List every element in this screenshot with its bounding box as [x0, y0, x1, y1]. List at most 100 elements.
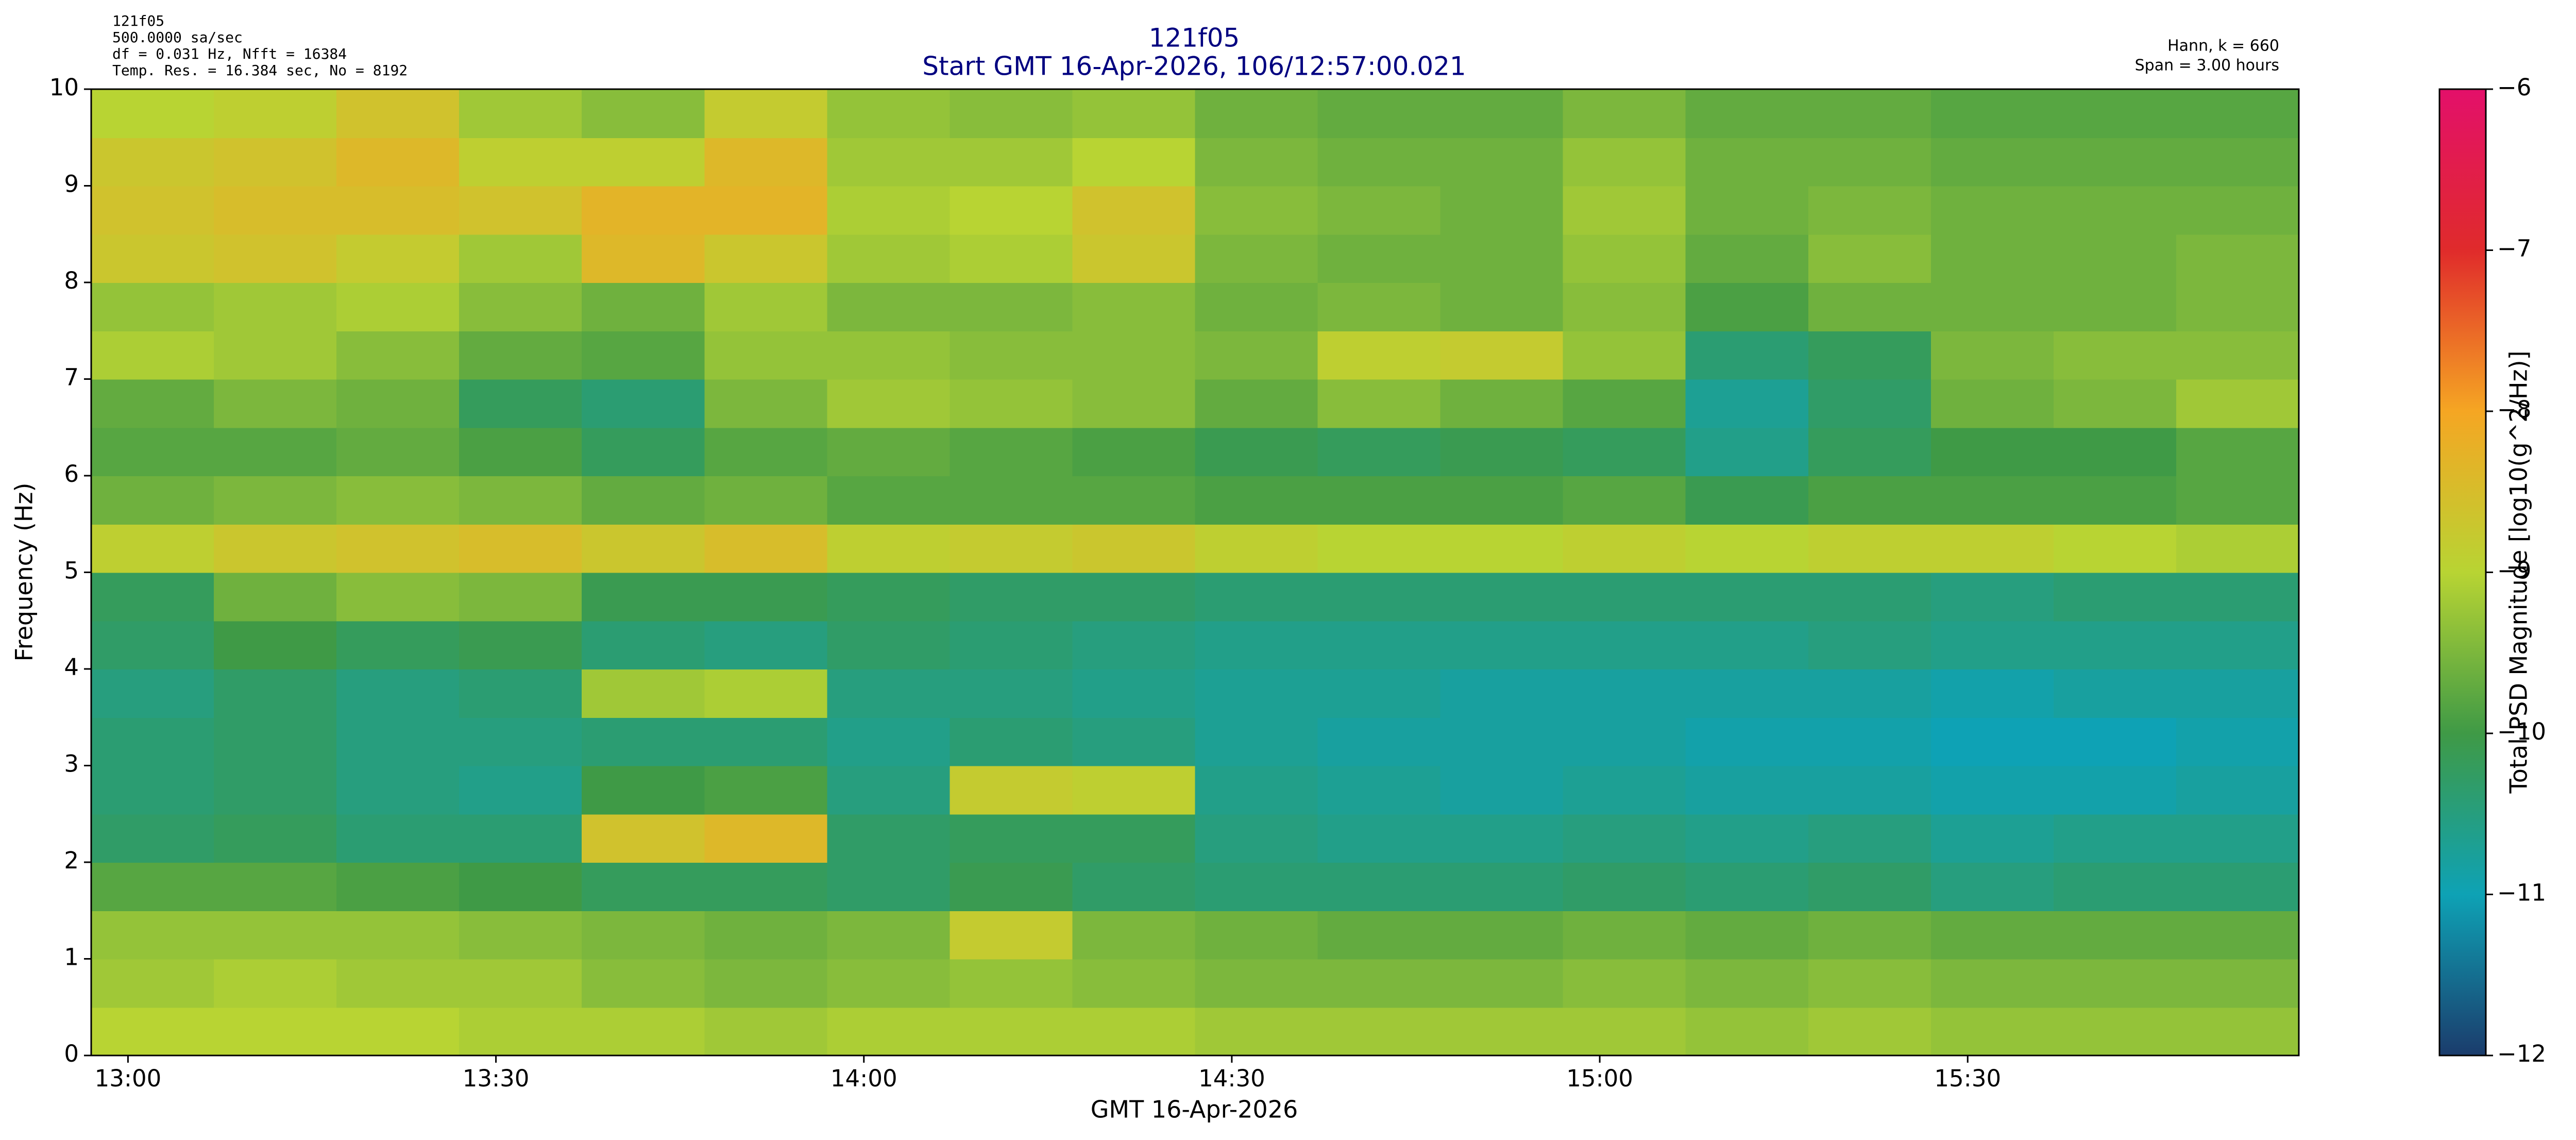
heatmap-cell	[827, 814, 951, 863]
heatmap-cell	[214, 379, 337, 428]
heatmap-cell	[1685, 186, 1809, 235]
heatmap-cell	[2176, 234, 2299, 283]
heatmap-cell	[2053, 959, 2177, 1008]
heatmap-cell	[1440, 621, 1564, 669]
heatmap-cell	[950, 524, 1073, 573]
heatmap-cell	[1072, 1007, 1196, 1056]
heatmap-cell	[1195, 765, 1318, 815]
heatmap-cell	[704, 137, 828, 187]
heatmap-cell	[704, 1007, 828, 1056]
heatmap-cell	[336, 524, 460, 573]
heatmap-cell	[704, 862, 828, 911]
heatmap-cell	[1563, 910, 1686, 960]
heatmap-cell	[459, 427, 583, 476]
heatmap-cell	[1317, 427, 1441, 476]
heatmap-cell	[2176, 910, 2299, 960]
heatmap-cell	[1563, 862, 1686, 911]
heatmap-cell	[1317, 1007, 1441, 1056]
heatmap-cell	[1563, 765, 1686, 815]
heatmap-cell	[336, 1007, 460, 1056]
heatmap-cell	[91, 282, 215, 331]
heatmap-cell	[582, 814, 705, 863]
heatmap-cell	[950, 234, 1073, 283]
heatmap-cell	[582, 717, 705, 766]
heatmap-cell	[582, 959, 705, 1008]
heatmap-cell	[1685, 282, 1809, 331]
heatmap-cell	[1072, 910, 1196, 960]
heatmap-cell	[1930, 765, 2054, 815]
header-left-line: 500.0000 sa/sec	[112, 29, 243, 46]
heatmap-cell	[1440, 137, 1564, 187]
heatmap-cell	[1195, 1007, 1318, 1056]
heatmap-cell	[1563, 717, 1686, 766]
heatmap-cell	[459, 186, 583, 235]
heatmap-cell	[2176, 814, 2299, 863]
heatmap-cell	[2176, 765, 2299, 815]
heatmap-cell	[1685, 427, 1809, 476]
heatmap-cell	[336, 89, 460, 138]
heatmap-cell	[1440, 572, 1564, 622]
heatmap-cell	[2053, 717, 2177, 766]
heatmap-cell	[582, 572, 705, 622]
heatmap-cell	[1195, 234, 1318, 283]
heatmap-cell	[336, 959, 460, 1008]
heatmap-cell	[1930, 669, 2054, 718]
heatmap-cell	[827, 379, 951, 428]
heatmap-cell	[336, 330, 460, 380]
heatmap-cell	[336, 621, 460, 669]
heatmap-cell	[1685, 959, 1809, 1008]
heatmap-cell	[1072, 524, 1196, 573]
heatmap-cell	[336, 476, 460, 525]
heatmap-cell	[827, 621, 951, 669]
heatmap-cell	[582, 379, 705, 428]
heatmap-cell	[827, 186, 951, 235]
y-tick-label: 10	[49, 74, 79, 101]
heatmap-cell	[91, 669, 215, 718]
heatmap-cell	[459, 476, 583, 525]
heatmap-cell	[1685, 910, 1809, 960]
heatmap-cell	[91, 186, 215, 235]
heatmap-cell	[950, 137, 1073, 187]
heatmap-cell	[1072, 862, 1196, 911]
heatmap-cell	[1440, 89, 1564, 138]
heatmap-cell	[1808, 89, 1931, 138]
heatmap-cell	[1072, 282, 1196, 331]
heatmap-cell	[214, 621, 337, 669]
heatmap-cell	[582, 862, 705, 911]
heatmap-cell	[1808, 814, 1931, 863]
colorbar	[2438, 88, 2487, 1057]
heatmap-cell	[1563, 137, 1686, 187]
heatmap-cell	[214, 234, 337, 283]
heatmap-cell	[1930, 137, 2054, 187]
heatmap-cell	[1195, 282, 1318, 331]
header-left-line: 121f05	[112, 12, 164, 29]
heatmap-cell	[2053, 524, 2177, 573]
heatmap-cell	[1808, 669, 1931, 718]
heatmap-cell	[1072, 572, 1196, 622]
heatmap-cell	[2176, 89, 2299, 138]
heatmap-cell	[2053, 910, 2177, 960]
heatmap-cell	[336, 186, 460, 235]
heatmap-cell	[1808, 910, 1931, 960]
heatmap-cell	[1195, 186, 1318, 235]
heatmap-cell	[1317, 717, 1441, 766]
heatmap-cell	[704, 717, 828, 766]
heatmap-cell	[704, 89, 828, 138]
heatmap-cell	[1930, 572, 2054, 622]
heatmap-cell	[1440, 476, 1564, 525]
heatmap-cell	[1195, 89, 1318, 138]
heatmap-cell	[459, 524, 583, 573]
heatmap-cell	[950, 717, 1073, 766]
colorbar-tick-label: −11	[2497, 879, 2546, 907]
heatmap-cell	[214, 1007, 337, 1056]
heatmap-cell	[704, 572, 828, 622]
y-tick-label: 7	[64, 364, 79, 391]
heatmap-cell	[2053, 89, 2177, 138]
x-axis-label: GMT 16-Apr-2026	[1091, 1096, 1298, 1124]
heatmap-cell	[214, 524, 337, 573]
heatmap-cell	[1072, 959, 1196, 1008]
heatmap-cell	[2176, 427, 2299, 476]
heatmap-cell	[1930, 234, 2054, 283]
heatmap-cell	[1685, 476, 1809, 525]
